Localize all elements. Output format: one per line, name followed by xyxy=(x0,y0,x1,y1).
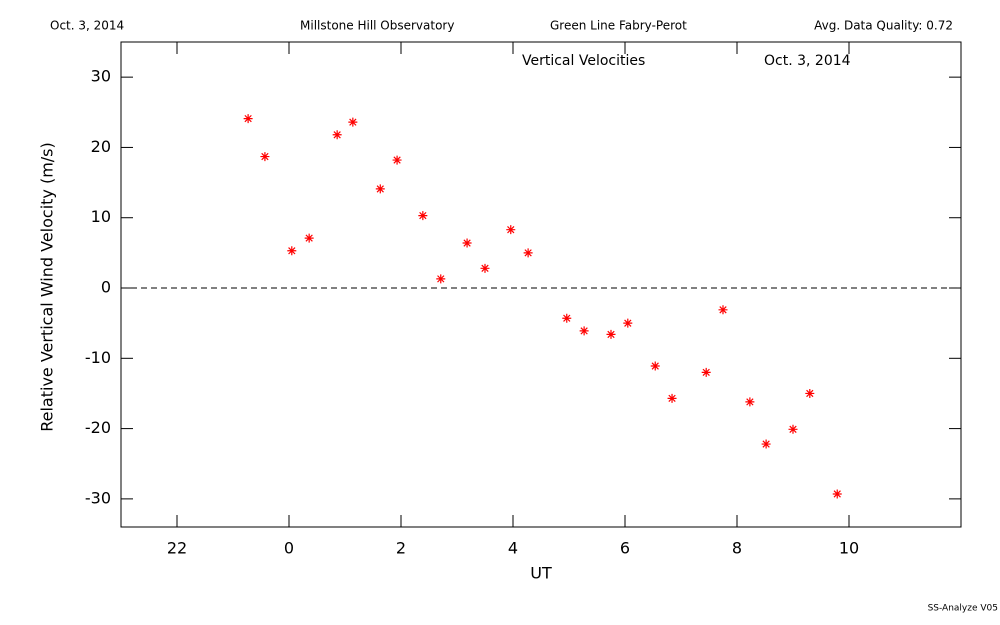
y-tick-label: 20 xyxy=(91,137,111,156)
data-point xyxy=(579,326,589,336)
header-date: Oct. 3, 2014 xyxy=(50,19,124,33)
chart-title: Vertical Velocities xyxy=(522,53,645,69)
y-tick-label: 0 xyxy=(101,278,111,297)
data-point xyxy=(667,393,677,403)
data-point xyxy=(243,114,253,124)
y-tick-label: -30 xyxy=(85,488,111,507)
data-point xyxy=(718,305,728,315)
data-point xyxy=(304,233,314,243)
header-instrument: Green Line Fabry-Perot xyxy=(550,19,687,33)
data-point xyxy=(761,439,771,449)
data-point xyxy=(418,211,428,221)
data-point xyxy=(392,155,402,165)
data-point xyxy=(462,238,472,248)
data-point xyxy=(436,274,446,284)
data-point xyxy=(788,424,798,434)
data-point xyxy=(562,313,572,323)
data-point xyxy=(805,388,815,398)
data-point xyxy=(375,184,385,194)
footer: SS-Analyze V05 xyxy=(928,604,998,614)
data-point xyxy=(348,117,358,127)
chart-subtitle: Oct. 3, 2014 xyxy=(764,53,851,69)
header-observatory: Millstone Hill Observatory xyxy=(300,19,454,33)
data-point xyxy=(623,318,633,328)
y-tick-label: -10 xyxy=(85,348,111,367)
x-tick-label: 10 xyxy=(839,539,859,558)
data-point xyxy=(287,246,297,256)
x-axis-label: UT xyxy=(530,564,552,583)
header-quality: Avg. Data Quality: 0.72 xyxy=(814,19,953,33)
data-point xyxy=(606,329,616,339)
data-point xyxy=(832,489,842,499)
data-point xyxy=(480,263,490,273)
y-axis-label: Relative Vertical Wind Velocity (m/s) xyxy=(38,142,57,432)
data-point xyxy=(745,397,755,407)
x-tick-label: 22 xyxy=(167,539,187,558)
data-point xyxy=(332,130,342,140)
data-point xyxy=(701,367,711,377)
data-point xyxy=(650,361,660,371)
x-tick-label: 2 xyxy=(396,539,406,558)
y-tick-label: -20 xyxy=(85,418,111,437)
x-tick-label: 6 xyxy=(620,539,630,558)
x-tick-label: 0 xyxy=(284,539,294,558)
y-tick-label: 10 xyxy=(91,207,111,226)
y-tick-label: 30 xyxy=(91,67,111,86)
data-point xyxy=(506,225,516,235)
data-point xyxy=(523,248,533,258)
x-tick-label: 8 xyxy=(732,539,742,558)
data-point xyxy=(260,152,270,162)
x-tick-label: 4 xyxy=(508,539,518,558)
plot-frame xyxy=(120,41,962,528)
